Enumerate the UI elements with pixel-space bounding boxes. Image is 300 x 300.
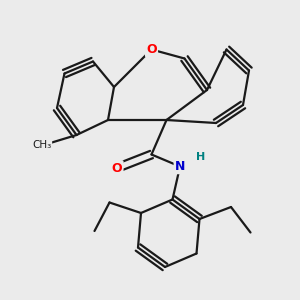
Text: CH₃: CH₃	[32, 140, 52, 151]
Text: N: N	[175, 160, 185, 173]
Text: O: O	[112, 161, 122, 175]
Text: O: O	[146, 43, 157, 56]
Text: H: H	[196, 152, 206, 163]
